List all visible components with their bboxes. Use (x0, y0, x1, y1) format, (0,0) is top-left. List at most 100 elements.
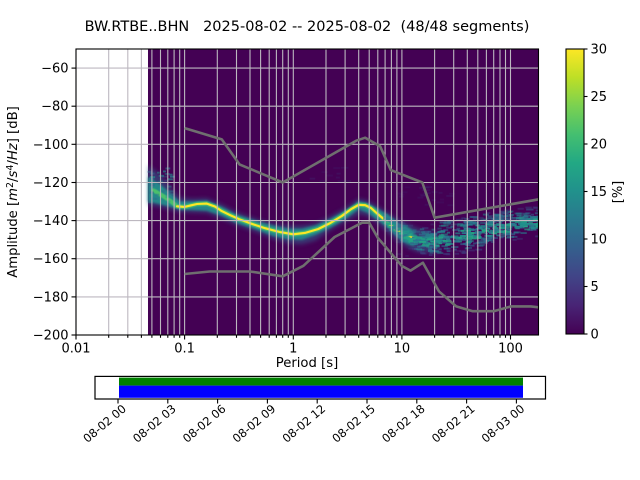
psd-speckle (506, 228, 512, 231)
psd-speckle (457, 223, 464, 226)
psd-speckle (512, 238, 517, 241)
psd-speckle (422, 230, 430, 233)
psd-speckle (405, 232, 410, 235)
psd-speckle (464, 223, 473, 226)
psd-speckle (520, 222, 525, 225)
psd-speckle (446, 250, 451, 253)
psd-speckle (411, 243, 418, 245)
psd-speckle (467, 242, 471, 245)
psd-speckle (517, 207, 524, 210)
psd-speckle (465, 239, 472, 242)
psd-speckle (398, 233, 406, 235)
psd-speckle (419, 186, 424, 189)
psd-speckle (393, 221, 398, 224)
psd-speckle (493, 213, 500, 216)
psd-speckle (461, 225, 469, 228)
psd-speckle (421, 252, 427, 255)
psd-speckle (509, 223, 517, 226)
psd-speckle (505, 218, 509, 220)
psd-speckle (482, 213, 489, 216)
psd-speckle (443, 247, 449, 250)
psd-speckle (344, 180, 352, 182)
psd-speckle (516, 212, 523, 215)
y-tick-label: −140 (33, 214, 69, 229)
psd-speckle (520, 218, 528, 221)
psd-speckle (523, 212, 530, 215)
psd-speckle (535, 235, 539, 238)
psd-speckle (530, 217, 536, 220)
psd-speckle (457, 236, 462, 239)
psd-speckle (437, 227, 442, 230)
psd-speckle (420, 252, 426, 255)
psd-speckle (163, 170, 166, 173)
psd-speckle (485, 225, 493, 228)
x-tick-label: 0.01 (62, 342, 91, 357)
psd-speckle (446, 239, 452, 242)
psd-speckle (461, 224, 469, 226)
psd-speckle (476, 236, 481, 239)
psd-speckle (440, 229, 446, 232)
psd-speckle (503, 208, 511, 211)
psd-speckle (481, 229, 489, 232)
psd-speckle (405, 255, 409, 257)
psd-speckle (414, 246, 419, 249)
psd-speckle (488, 236, 495, 239)
psd-speckle (460, 234, 465, 237)
psd-speckle (450, 223, 459, 226)
psd-speckle (486, 212, 491, 214)
psd-speckle (447, 247, 451, 250)
psd-speckle (498, 225, 503, 228)
psd-speckle (504, 210, 509, 213)
psd-speckle (494, 213, 502, 216)
psd-speckle (452, 229, 460, 231)
psd-speckle (473, 216, 479, 219)
psd-speckle (454, 252, 460, 255)
psd-speckle (492, 230, 497, 233)
psd-speckle (446, 195, 455, 197)
psd-speckle (416, 248, 423, 251)
psd-speckle (150, 182, 156, 185)
psd-speckle (479, 216, 484, 219)
psd-speckle (148, 177, 153, 180)
psd-speckle (441, 245, 448, 248)
psd-speckle (496, 229, 500, 232)
psd-speckle (425, 239, 429, 242)
psd-speckle (536, 222, 539, 225)
psd-speckle (476, 235, 482, 238)
psd-speckle (487, 215, 494, 217)
psd-speckle (416, 250, 422, 253)
y-tick-label: −100 (33, 138, 69, 153)
psd-speckle (430, 223, 434, 226)
psd-speckle (507, 211, 513, 213)
y-tick-label: −60 (41, 62, 68, 77)
psd-speckle (535, 209, 539, 212)
psd-speckle (481, 231, 486, 234)
psd-speckle (512, 235, 518, 238)
psd-speckle (483, 226, 489, 228)
psd-speckle (459, 250, 466, 253)
colorbar: 0 5 10 15 20 25 30 (565, 43, 607, 343)
psd-speckle (499, 216, 505, 219)
psd-speckle (513, 231, 519, 234)
psd-speckle (480, 224, 487, 227)
psd-speckle (481, 228, 487, 231)
psd-speckle (170, 175, 175, 178)
psd-speckle (524, 214, 531, 217)
psd-speckle (468, 220, 473, 223)
psd-speckle (517, 226, 525, 229)
psd-speckle (469, 223, 476, 226)
psd-speckle (383, 222, 391, 224)
psd-speckle (526, 208, 534, 211)
psd-speckle (533, 224, 538, 227)
psd-speckle (477, 241, 481, 244)
psd-speckle (408, 238, 416, 240)
psd-speckle (511, 217, 519, 219)
psd-speckle (429, 251, 434, 254)
psd-speckle (449, 236, 457, 239)
psd-speckle (422, 186, 430, 189)
psd-speckle (431, 228, 436, 231)
psd-speckle (482, 218, 489, 221)
psd-speckle (467, 249, 475, 252)
timeline-tick-label: 08-02 06 (180, 402, 229, 446)
psd-speckle (482, 238, 487, 241)
